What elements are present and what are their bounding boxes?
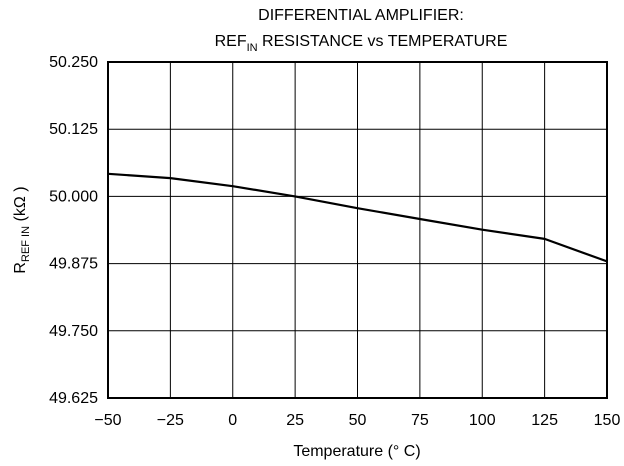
x-tick-label: 75: [411, 412, 429, 429]
y-axis-label: RREF IN (kΩ ): [12, 186, 32, 273]
y-axis-ticks: 49.625 49.750 49.875 50.000 50.125 50.250: [49, 54, 98, 407]
x-tick-label: 25: [286, 412, 304, 429]
series-group: [107, 172, 608, 263]
y-axis-label-rest: (kΩ ): [12, 186, 29, 226]
y-tick-label: 49.625: [49, 390, 98, 407]
chart-title-rest: RESISTANCE vs TEMPERATURE: [258, 33, 508, 50]
y-tick-label: 49.750: [49, 323, 98, 340]
x-axis-ticks: −50 −25 0 25 50 75 100 125 150: [94, 412, 620, 429]
x-tick-label: 125: [531, 412, 558, 429]
x-tick-label: 50: [349, 412, 367, 429]
y-axis-label-main: R: [12, 262, 29, 274]
y-tick-label: 50.250: [49, 54, 98, 71]
x-tick-label: −25: [157, 412, 184, 429]
y-tick-label: 50.000: [49, 188, 98, 205]
y-axis-label-subscript: REF IN: [20, 226, 32, 262]
resistance-series-line: [107, 172, 608, 263]
x-tick-label: 0: [228, 412, 237, 429]
chart-title-main: REF: [215, 33, 247, 50]
chart-title-line2: REFIN RESISTANCE vs TEMPERATURE: [215, 33, 508, 54]
y-tick-label: 50.125: [49, 121, 98, 138]
x-tick-label: 150: [594, 412, 621, 429]
chart-title-line1: DIFFERENTIAL AMPLIFIER:: [258, 7, 464, 24]
x-tick-label: 100: [469, 412, 496, 429]
chart-title-subscript: IN: [247, 42, 258, 54]
x-tick-label: −50: [94, 412, 121, 429]
grid: [107, 61, 608, 399]
plot-frame: [107, 61, 608, 399]
y-tick-label: 49.875: [49, 256, 98, 273]
x-axis-label: Temperature (° C): [293, 443, 420, 460]
